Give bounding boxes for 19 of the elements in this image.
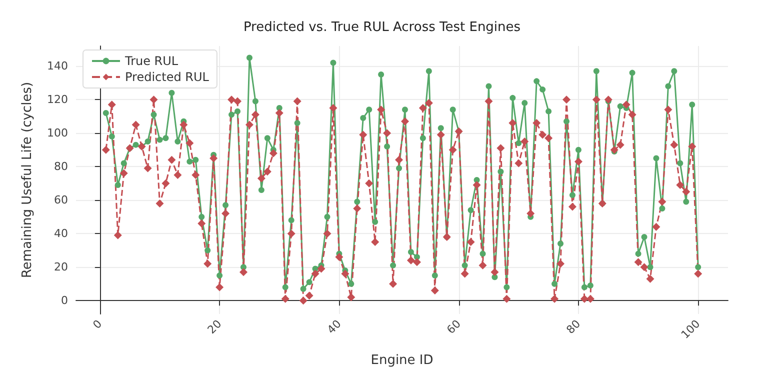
y-tick-label: 120: [47, 93, 68, 106]
y-tick-label: 140: [47, 60, 68, 73]
x-axis-title: Engine ID: [370, 353, 434, 368]
y-tick-label: 20: [54, 260, 68, 274]
x-tick-label: 100: [678, 317, 703, 342]
chart-title: Predicted vs. True RUL Across Test Engines: [243, 20, 521, 35]
x-tick-label: 40: [324, 317, 344, 336]
y-axis-title: Remaining Useful Life (cycles): [20, 82, 35, 278]
y-tick-label: 40: [54, 227, 68, 240]
y-tick-label: 60: [54, 194, 68, 207]
y-tick-label: 80: [54, 160, 68, 174]
x-tick-label: 20: [205, 317, 224, 336]
x-tick-label: 0: [90, 317, 105, 332]
x-tick-label: 60: [444, 317, 464, 336]
legend-label: Predicted RUL: [125, 70, 210, 84]
y-tick-label: 100: [47, 126, 68, 140]
y-tick-label: 0: [61, 294, 68, 308]
x-tick-label: 80: [564, 317, 584, 336]
legend-label: True RUL: [124, 54, 178, 68]
